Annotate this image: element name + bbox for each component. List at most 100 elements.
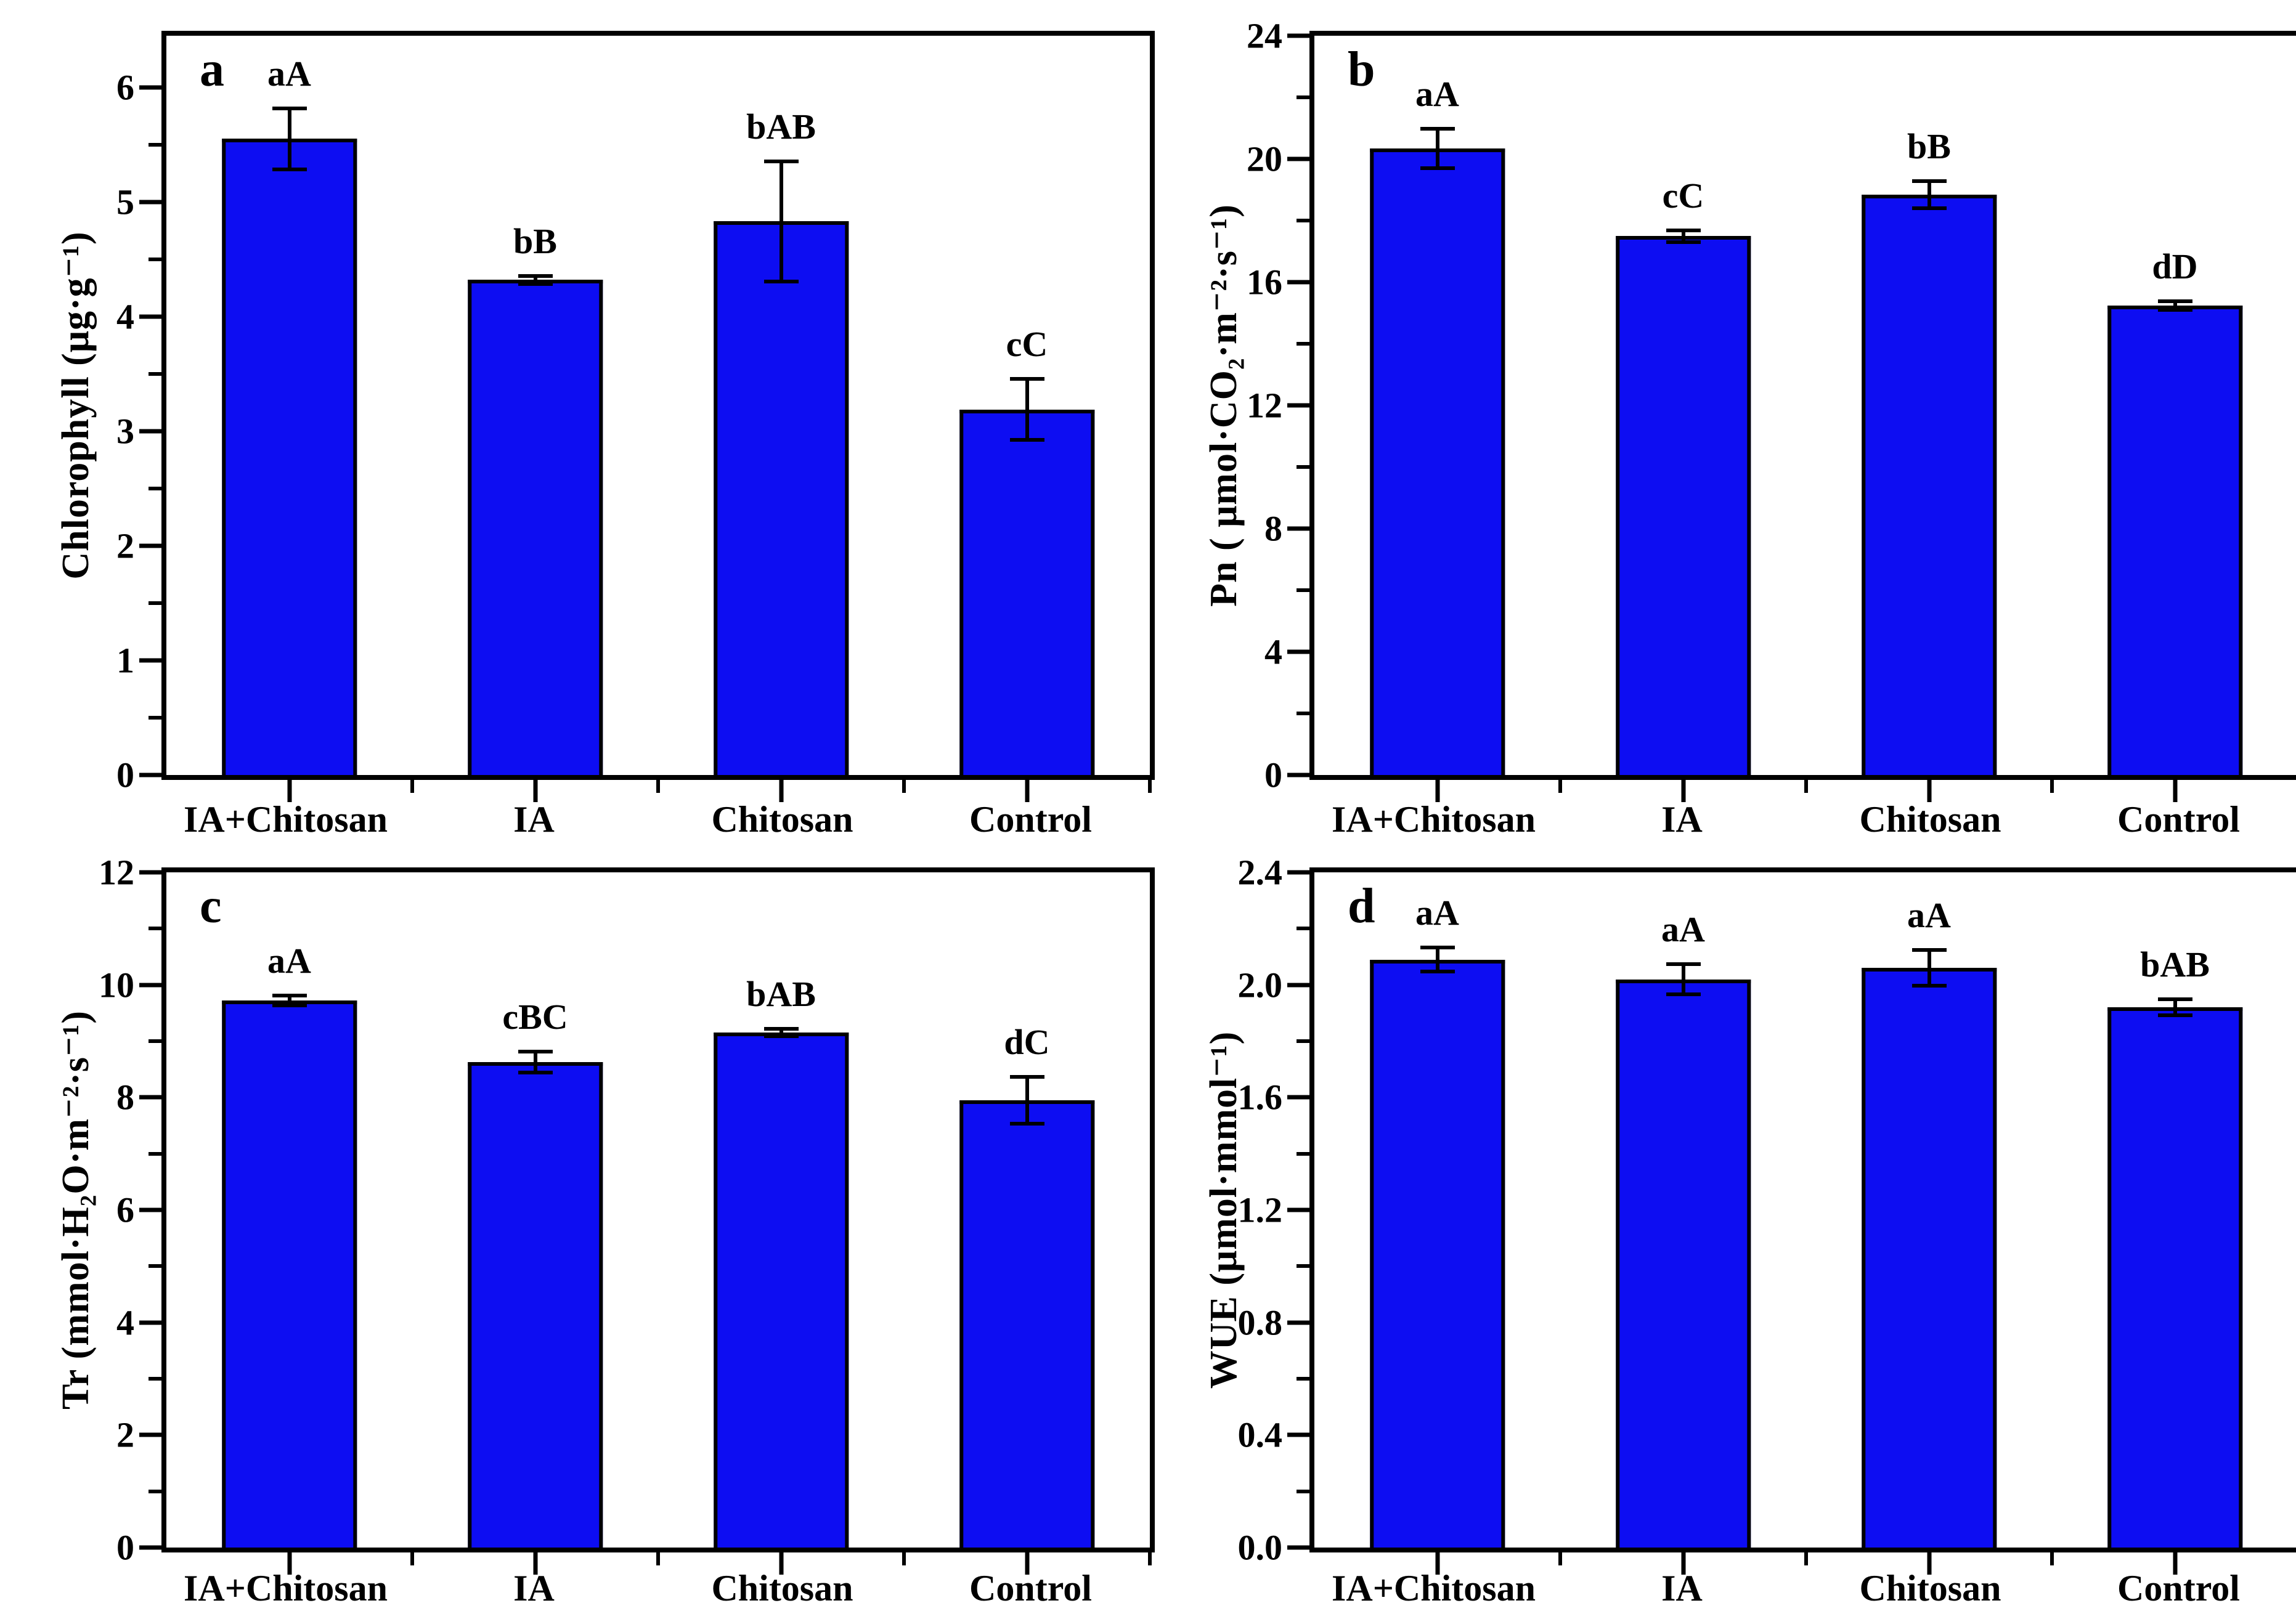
category-label: IA (1661, 799, 1703, 840)
x-minor-tick (1148, 780, 1152, 793)
bar (1615, 979, 1751, 1548)
y-minor-tick (149, 142, 161, 147)
category-label: IA+Chitosan (1332, 1568, 1536, 1609)
significance-label: cBC (502, 996, 568, 1037)
y-tick-label: 2 (116, 1414, 134, 1455)
y-minor-tick (1297, 1489, 1309, 1493)
y-tick-label: 20 (1247, 139, 1282, 179)
y-tick-label: 2 (116, 525, 134, 566)
x-major-tick (1927, 780, 1931, 802)
y-minor-tick (149, 715, 161, 720)
y-major-tick (1287, 983, 1309, 988)
category-label: Chitosan (711, 1568, 853, 1609)
y-tick-label: 12 (1247, 385, 1282, 426)
y-major-tick (139, 1095, 161, 1100)
error-bar (518, 1049, 553, 1074)
bar (2107, 1007, 2243, 1548)
y-major-tick (1287, 1207, 1309, 1212)
y-major-tick (139, 429, 161, 434)
significance-label: bAB (746, 974, 816, 1015)
y-minor-tick (149, 1151, 161, 1156)
y-tick-label: 4 (116, 1302, 134, 1343)
y-major-tick (139, 1545, 161, 1550)
category-label: Chitosan (1859, 1568, 2001, 1609)
y-tick-label: 8 (1264, 508, 1282, 549)
x-minor-tick (656, 780, 660, 793)
y-minor-tick (149, 1039, 161, 1043)
x-minor-tick (1558, 1552, 1562, 1565)
y-axis-title-b: Pn ( μmol·CO₂·m⁻²·s⁻¹) (1203, 204, 1245, 607)
panel-letter-b: b (1348, 43, 1375, 97)
x-minor-tick (2050, 780, 2054, 793)
x-major-tick (287, 780, 291, 802)
category-label: Control (969, 799, 1092, 840)
x-axis-labels-b: IA+Chitosan IA Chitosan Control (1309, 798, 2296, 842)
x-major-tick (1435, 1552, 1439, 1575)
bar (1861, 968, 1997, 1548)
x-major-tick (1681, 1552, 1685, 1575)
y-major-tick (139, 85, 161, 90)
panel-a: Chlorophyll (μg·g⁻¹) a 0 1 2 3 4 5 6 aA bB bAB cC … (0, 0, 1155, 850)
bar (1369, 959, 1505, 1548)
x-major-tick (533, 780, 537, 802)
y-minor-tick (1297, 1264, 1309, 1268)
error-bar (1911, 179, 1947, 210)
y-tick-label: 5 (116, 182, 134, 222)
y-major-tick (1287, 1432, 1309, 1437)
y-major-tick (139, 870, 161, 875)
y-major-tick (1287, 870, 1309, 875)
x-minor-tick (410, 1552, 414, 1565)
y-tick-label: 0 (116, 1527, 134, 1568)
y-minor-tick (149, 927, 161, 931)
error-bar (1666, 962, 1701, 996)
y-minor-tick (1297, 95, 1309, 99)
y-tick-label: 4 (1264, 631, 1282, 672)
y-major-tick (1287, 773, 1309, 777)
category-label: IA (513, 1568, 555, 1609)
bar (713, 1033, 849, 1548)
x-minor-tick (410, 780, 414, 793)
significance-label: cC (1006, 324, 1048, 365)
y-major-tick (1287, 280, 1309, 285)
y-minor-tick (1297, 927, 1309, 931)
y-minor-tick (149, 486, 161, 490)
y-minor-tick (1297, 342, 1309, 346)
significance-label: dC (1004, 1021, 1050, 1062)
error-bar (763, 159, 799, 283)
error-bar (1666, 228, 1701, 244)
y-minor-tick (1297, 1039, 1309, 1043)
y-major-tick (1287, 1320, 1309, 1325)
y-major-tick (139, 543, 161, 548)
x-major-tick (779, 1552, 783, 1575)
category-label: IA (1661, 1568, 1703, 1609)
x-major-tick (2173, 780, 2177, 802)
y-minor-tick (149, 371, 161, 376)
error-bar (272, 107, 307, 171)
significance-label: bB (513, 221, 557, 261)
significance-label: aA (1415, 73, 1459, 114)
y-major-tick (139, 314, 161, 319)
y-tick-label: 3 (116, 411, 134, 452)
y-tick-label: 8 (116, 1077, 134, 1118)
y-tick-label: 16 (1247, 262, 1282, 302)
y-tick-label: 2.4 (1237, 852, 1283, 893)
error-bar (1009, 1074, 1044, 1126)
panel-letter-c: c (200, 879, 222, 933)
x-axis-labels-d: IA+Chitosan IA Chitosan Control (1309, 1567, 2296, 1610)
category-label: IA+Chitosan (184, 1568, 388, 1609)
y-tick-label: 6 (116, 1190, 134, 1230)
x-major-tick (287, 1552, 291, 1575)
x-major-tick (1025, 780, 1029, 802)
significance-label: bAB (746, 106, 816, 147)
bar (713, 221, 849, 775)
y-major-tick (139, 983, 161, 988)
y-minor-tick (149, 1264, 161, 1268)
y-major-tick (139, 1320, 161, 1325)
y-tick-label: 4 (116, 296, 134, 337)
category-label: Control (969, 1568, 1092, 1609)
category-label: IA+Chitosan (1332, 799, 1536, 840)
x-minor-tick (902, 780, 906, 793)
y-major-tick (139, 200, 161, 205)
y-minor-tick (149, 257, 161, 261)
